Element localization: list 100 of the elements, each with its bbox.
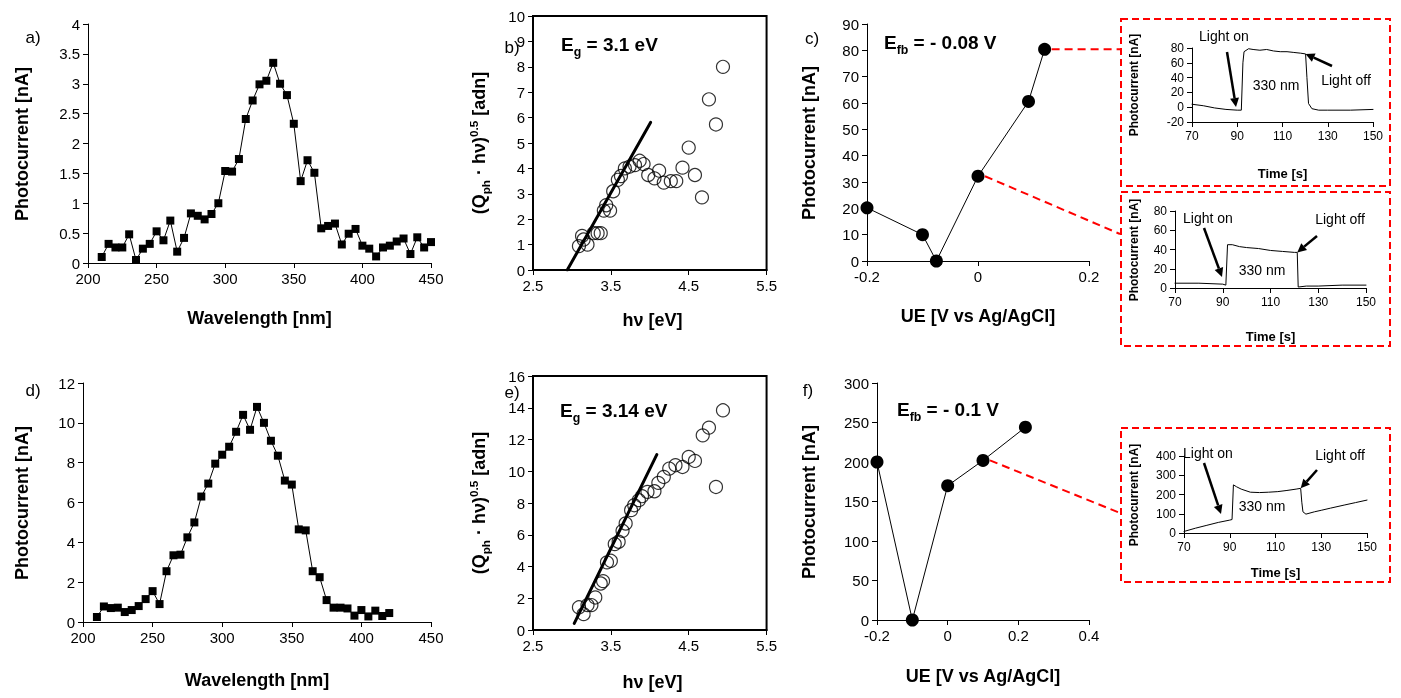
point [310,168,319,177]
y-axis-title: Photocurrent [nA] [12,66,32,221]
y-tick-label: 2 [71,135,80,152]
x-tick-label: 300 [212,270,238,287]
x-tick-label: 0.2 [1078,268,1100,285]
point [162,567,171,576]
y-tick-label: 3.5 [59,45,80,63]
y-tick-label: 2.5 [59,105,80,123]
point [392,237,401,246]
y-tick-label: 70 [842,68,859,86]
y-tick-label: 10 [58,414,75,432]
point [611,534,626,549]
y-tick-label: 300 [1155,468,1177,483]
y-tick-label: 0 [860,611,869,629]
point [687,167,703,183]
point [296,177,305,186]
y-tick-label: 4 [66,533,75,551]
y-axis-title: Photocurrent [nA] [799,424,819,579]
point [211,459,220,468]
point [183,533,192,542]
point [584,597,599,613]
point [141,595,150,604]
point [576,607,591,622]
point [246,425,255,434]
point [613,168,629,184]
x-tick-label: 130 [1317,129,1339,143]
y-tick-label: 50 [852,572,869,589]
point [134,602,143,611]
y-tick-label: 6 [516,109,525,127]
y-axis-title: Photocurrent [nA] [799,65,819,220]
point [303,156,312,165]
point [610,172,625,187]
annotation: 330 nm [1252,77,1300,93]
y-tick-label: 0.5 [59,224,80,242]
y-tick-label: 250 [843,414,869,431]
x-tick-label: 110 [1265,540,1286,554]
x-tick-label: 450 [418,270,444,287]
x-axis-title: Wavelength [nm] [184,670,330,690]
y-tick-label: 40 [1153,242,1168,257]
y-tick-label: 200 [843,453,869,471]
point [596,203,611,218]
x-tick-label: 250 [140,629,166,646]
point [173,247,182,256]
x-tick-label: -0.2 [864,627,890,644]
point [239,410,248,419]
point [1038,42,1052,56]
x-tick-label: 0 [943,627,952,644]
point [358,241,367,250]
point [632,153,647,168]
x-axis-title: Wavelength [nm] [187,308,332,328]
y-tick-label: 1 [516,236,525,254]
point [207,210,216,219]
point [675,160,690,175]
y-tick-label: 8 [516,494,525,512]
point [385,609,394,618]
point [603,553,618,568]
point [218,450,227,459]
y-axis-title: Photocurrent [nA] [1127,443,1141,546]
y-tick-label: 2 [516,210,525,228]
point [708,479,724,495]
x-tick-label: 450 [418,629,444,646]
point [669,174,684,189]
point [708,117,724,132]
y-tick-label: 8 [516,58,525,76]
point [372,252,381,261]
point [420,243,429,252]
y-tick-label: 1.5 [59,164,80,182]
point [406,250,415,259]
x-tick-label: 90 [1216,295,1230,309]
point [656,469,671,485]
y-tick-label: 3 [71,75,80,93]
point [427,238,435,247]
x-tick-label: 400 [348,629,374,646]
y-tick-label: 100 [1155,506,1177,521]
x-tick-label: 0.2 [1007,627,1029,644]
point [627,158,643,173]
point [232,427,241,436]
x-axis-title: Time [s] [1250,564,1301,580]
annotation: Light off [1321,72,1371,88]
x-tick-label: 90 [1223,540,1237,554]
point [1018,420,1032,434]
x-tick-label: 70 [1185,129,1199,143]
point [266,436,275,445]
annotation: E$_{g}$ = 3.14 eV [560,400,668,426]
point [378,612,387,621]
point [647,484,662,499]
y-tick-label: 16 [508,367,525,385]
y-tick-label: 10 [508,462,525,480]
annotation: Light on [1183,445,1233,461]
y-tick-label: 0 [850,252,859,270]
point [308,567,317,576]
point [344,229,353,238]
x-tick-label: 250 [144,270,170,287]
point [618,516,633,531]
chart-title: d) [25,380,41,400]
x-tick-label: 0 [973,268,983,285]
point [641,167,656,183]
point [273,451,282,460]
y-tick-label: 3 [516,185,525,203]
point [159,236,168,245]
